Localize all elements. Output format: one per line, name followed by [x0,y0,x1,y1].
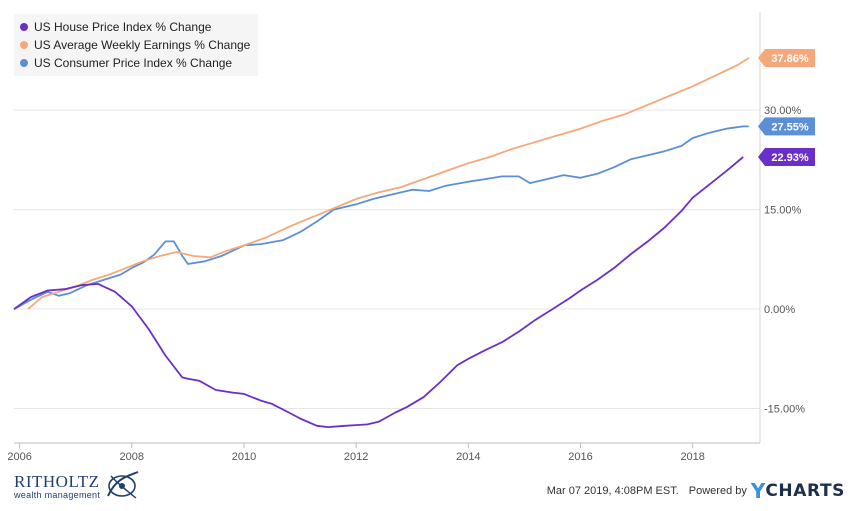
end-label-us-house-price-index-change: 22.93% [758,148,815,167]
y-tick-label: -15.00% [764,404,805,416]
legend-dot-house-price [20,23,28,31]
x-tick-label: 2006 [7,451,31,463]
brand-name: RITHOLTZ [14,471,100,491]
x-tick-label: 2012 [344,451,368,463]
series-line-us-consumer-price-index-change[interactable] [13,125,749,310]
timestamp: Mar 07 2019, 4:08PM EST. [546,485,679,497]
ritholtz-logo[interactable]: RITHOLTZ wealth management [14,466,142,506]
end-labels: 22.93% 37.86% 27.55% [758,49,815,167]
y-axis: 30.00% 15.00% 0.00% -15.00% [764,105,805,415]
end-label-badge [758,117,815,136]
ycharts-wordmark[interactable]: CHARTS [765,481,845,501]
series-line-us-house-price-index-change[interactable] [13,156,744,428]
brand-sub: wealth management [14,489,101,500]
ritholtz-emblem-icon [107,471,139,499]
footer-credit: Mar 07 2019, 4:08PM EST. Powered by Y CH… [546,479,845,503]
y-tick-label: 0.00% [764,304,795,316]
end-label-badge [758,148,815,167]
grid-lines [14,12,761,444]
legend-item-consumer-price[interactable]: US Consumer Price Index % Change [20,55,232,71]
legend-label-house-price: US House Price Index % Change [34,20,212,34]
brand-text: RITHOLTZ wealth management [14,473,100,500]
legend: US House Price Index % Change US Average… [14,14,258,76]
legend-label-consumer-price: US Consumer Price Index % Change [34,56,233,70]
x-tick-label: 2016 [568,451,592,463]
legend-item-weekly-earnings[interactable]: US Average Weekly Earnings % Change [20,37,250,53]
end-label-text: 27.55% [771,121,809,133]
x-tick-label: 2014 [456,451,480,463]
end-label-text: 37.86% [771,53,809,65]
series-line-us-average-weekly-earnings-change[interactable] [27,57,750,310]
legend-label-weekly-earnings: US Average Weekly Earnings % Change [34,38,251,52]
legend-dot-consumer-price [20,59,28,67]
end-label-us-consumer-price-index-change: 27.55% [758,117,815,136]
powered-by-text: Powered by [688,485,747,497]
y-tick-label: 30.00% [764,105,802,117]
end-label-us-average-weekly-earnings-change: 37.86% [758,49,815,68]
end-label-text: 22.93% [771,152,809,164]
ycharts-logo-icon[interactable]: Y [750,479,766,503]
end-label-badge [758,49,815,68]
legend-item-house-price[interactable]: US House Price Index % Change [20,19,211,35]
x-axis: 2006 2008 2010 2012 2014 2016 2018 [7,443,705,463]
x-tick-label: 2010 [232,451,256,463]
x-tick-label: 2008 [120,451,144,463]
legend-dot-weekly-earnings [20,41,28,49]
y-tick-label: 15.00% [764,205,802,217]
x-tick-label: 2018 [680,451,704,463]
series-lines [13,57,750,428]
